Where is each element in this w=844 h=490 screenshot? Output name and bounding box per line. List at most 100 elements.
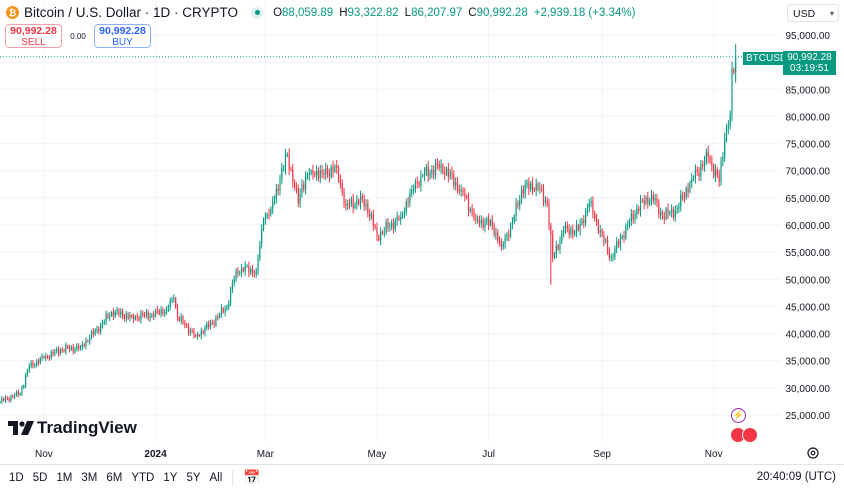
candle bbox=[698, 167, 700, 182]
candle-body bbox=[467, 197, 470, 212]
candle bbox=[219, 312, 221, 319]
candle bbox=[235, 268, 237, 282]
currency-select[interactable]: USD ▾ bbox=[787, 4, 839, 22]
candle-body bbox=[381, 232, 384, 234]
range-ytd[interactable]: YTD bbox=[131, 471, 155, 484]
candle bbox=[164, 308, 166, 318]
candle-body bbox=[380, 232, 382, 241]
candle-body bbox=[627, 225, 629, 227]
candle-body bbox=[76, 345, 78, 349]
candle bbox=[727, 120, 729, 135]
range-all[interactable]: All bbox=[209, 471, 223, 484]
candle-body bbox=[261, 229, 263, 244]
candle bbox=[605, 237, 607, 244]
candle bbox=[34, 362, 36, 369]
settings-icon[interactable] bbox=[807, 447, 819, 459]
candle bbox=[32, 359, 34, 369]
candle bbox=[548, 198, 550, 231]
candle-body bbox=[709, 157, 711, 162]
candle-body bbox=[460, 189, 462, 192]
candle bbox=[725, 123, 728, 143]
range-1m[interactable]: 1M bbox=[56, 471, 73, 484]
candle bbox=[595, 213, 598, 227]
range-6m[interactable]: 6M bbox=[106, 471, 123, 484]
candle bbox=[632, 209, 634, 224]
trade-panel: 90,992.28 SELL 0.00 90,992.28 BUY bbox=[5, 24, 151, 48]
sell-button[interactable]: 90,992.28 SELL bbox=[5, 24, 62, 48]
candle bbox=[650, 189, 653, 206]
candle bbox=[700, 159, 702, 181]
candle-body bbox=[724, 138, 726, 157]
candle bbox=[544, 196, 546, 207]
candle bbox=[261, 224, 263, 249]
candle bbox=[56, 346, 58, 354]
candle-body bbox=[539, 188, 541, 190]
candle bbox=[162, 307, 164, 317]
candle bbox=[257, 254, 259, 276]
candle bbox=[451, 166, 453, 180]
candle-body bbox=[206, 323, 208, 329]
candle bbox=[628, 218, 631, 229]
candle bbox=[614, 245, 616, 260]
candle-body bbox=[616, 241, 618, 249]
market-status-icon[interactable] bbox=[251, 6, 264, 19]
candle-body bbox=[123, 316, 126, 319]
range-1y[interactable]: 1Y bbox=[163, 471, 178, 484]
candle bbox=[477, 215, 479, 224]
candle-body bbox=[359, 196, 362, 205]
candle-body bbox=[367, 203, 369, 214]
candle-body bbox=[597, 220, 600, 233]
candle bbox=[118, 308, 120, 318]
candle-body bbox=[643, 200, 645, 204]
candle-body bbox=[725, 128, 728, 139]
candle bbox=[639, 195, 642, 217]
candle bbox=[674, 205, 676, 223]
candle bbox=[718, 169, 720, 187]
candle bbox=[641, 198, 643, 203]
calendar-goto-icon[interactable]: 📅 bbox=[243, 469, 261, 485]
candle-body bbox=[107, 314, 109, 318]
candle bbox=[502, 240, 504, 251]
candle bbox=[149, 312, 151, 323]
us-flag-event-icon[interactable] bbox=[742, 427, 758, 443]
symbol-title[interactable]: Bitcoin / U.S. Dollar · 1D · CRYPTO bbox=[24, 5, 239, 20]
candle bbox=[228, 299, 230, 311]
sell-label: SELL bbox=[21, 37, 46, 48]
range-5d[interactable]: 5D bbox=[32, 471, 48, 484]
candle-body bbox=[266, 214, 268, 218]
y-tick-label: 70,000.00 bbox=[786, 167, 831, 178]
candle-body bbox=[294, 182, 296, 188]
range-1d[interactable]: 1D bbox=[9, 471, 24, 484]
candle bbox=[147, 309, 149, 321]
candle-body bbox=[656, 198, 658, 203]
clock[interactable]: 20:40:09 (UTC) bbox=[756, 471, 836, 483]
candle-body bbox=[455, 182, 457, 186]
price-tag: 90,992.28 03:19:51 bbox=[783, 51, 836, 75]
candle bbox=[105, 310, 107, 325]
tradingview-logo[interactable]: TradingView bbox=[8, 418, 137, 438]
candle-body bbox=[621, 235, 623, 239]
currency-value: USD bbox=[793, 8, 816, 20]
lightning-event-icon[interactable]: ⚡ bbox=[731, 408, 746, 423]
candle-body bbox=[235, 271, 237, 279]
range-5y[interactable]: 5Y bbox=[186, 471, 201, 484]
candle bbox=[54, 348, 56, 357]
candle bbox=[552, 229, 554, 263]
candle-body bbox=[389, 226, 391, 228]
candle bbox=[125, 310, 127, 323]
candle-body bbox=[154, 309, 157, 317]
candle bbox=[720, 156, 722, 186]
candle-body bbox=[683, 197, 686, 199]
candle bbox=[610, 253, 612, 262]
candle bbox=[625, 223, 627, 241]
candle-body bbox=[26, 370, 29, 376]
candle-body bbox=[109, 315, 111, 318]
candle-body bbox=[658, 202, 660, 215]
candle-body bbox=[25, 375, 27, 386]
y-tick-label: 65,000.00 bbox=[786, 194, 831, 205]
buy-button[interactable]: 90,992.28 BUY bbox=[94, 24, 151, 48]
range-3m[interactable]: 3M bbox=[81, 471, 98, 484]
candle-body bbox=[369, 213, 371, 217]
candle-body bbox=[489, 220, 492, 226]
